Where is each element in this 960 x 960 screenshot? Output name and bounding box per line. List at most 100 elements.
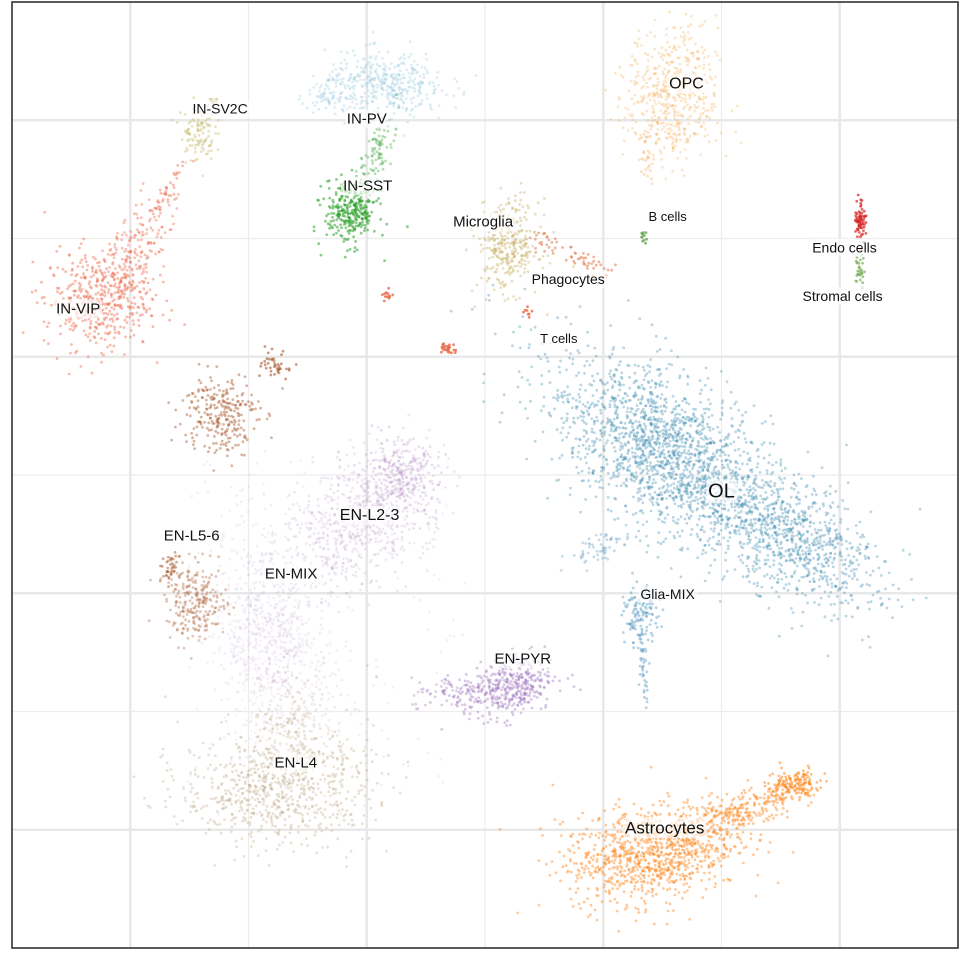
data-point [707, 849, 711, 852]
data-point [574, 891, 578, 894]
data-point [822, 564, 826, 568]
data-point [546, 254, 550, 257]
data-point [698, 433, 702, 436]
data-point [746, 542, 749, 545]
data-point [658, 384, 662, 388]
data-point [779, 796, 783, 799]
data-point [740, 519, 744, 523]
data-point [633, 451, 637, 455]
data-point [669, 567, 673, 570]
data-point [674, 465, 678, 469]
data-point [686, 484, 689, 487]
data-point [701, 469, 705, 472]
data-point [303, 508, 306, 511]
data-point [698, 422, 702, 426]
data-point [637, 420, 641, 424]
data-point [292, 656, 296, 660]
data-point [687, 805, 691, 808]
data-point [703, 859, 706, 862]
data-point [877, 566, 881, 570]
data-point [702, 67, 705, 71]
data-point [742, 542, 746, 546]
data-point [798, 538, 802, 542]
data-point [656, 503, 660, 506]
data-point [629, 64, 632, 67]
data-point [714, 509, 717, 512]
data-point [790, 607, 793, 610]
data-point [539, 409, 543, 413]
data-point [686, 438, 689, 442]
data-point [783, 516, 786, 520]
data-point [680, 480, 684, 483]
data-point [646, 481, 650, 484]
data-point [653, 468, 657, 471]
data-point [677, 487, 681, 491]
data-point [580, 479, 584, 483]
data-point [638, 861, 641, 865]
data-point [537, 355, 540, 358]
data-point [680, 441, 684, 444]
data-point [790, 527, 794, 530]
data-point [712, 823, 716, 826]
data-point [908, 553, 912, 556]
data-point [662, 432, 666, 436]
data-point [725, 830, 729, 834]
data-point [651, 848, 655, 852]
data-point [561, 438, 564, 442]
data-point [750, 527, 753, 530]
data-point [642, 880, 646, 884]
data-point [695, 430, 698, 433]
data-point [794, 484, 798, 487]
data-point [741, 830, 745, 834]
data-point [833, 529, 837, 533]
data-point [798, 798, 801, 802]
data-point [740, 505, 744, 509]
data-point [713, 558, 717, 562]
data-point [566, 385, 569, 389]
data-point [641, 450, 645, 453]
data-point [729, 471, 732, 475]
data-point [679, 515, 683, 519]
data-point [752, 481, 755, 485]
data-point [557, 478, 561, 482]
data-point [780, 508, 784, 512]
data-point [834, 489, 838, 493]
data-point [774, 461, 778, 464]
data-point [818, 555, 821, 559]
data-point [700, 796, 704, 800]
data-point [580, 866, 584, 870]
data-point [739, 558, 743, 562]
data-point [737, 795, 740, 799]
data-point [648, 404, 652, 408]
data-point [710, 808, 714, 812]
data-point [728, 835, 732, 839]
data-point [638, 137, 642, 140]
data-point [806, 530, 809, 534]
data-point [709, 521, 713, 525]
data-point [595, 388, 599, 392]
data-point [682, 800, 686, 804]
data-point [339, 812, 343, 816]
data-point [684, 466, 688, 469]
data-point [685, 468, 689, 472]
data-point [635, 444, 639, 448]
data-point [680, 498, 683, 502]
data-point [703, 543, 707, 547]
data-point [623, 843, 626, 846]
data-point [659, 803, 663, 807]
data-point [753, 802, 756, 806]
data-point [670, 136, 673, 139]
data-point [676, 522, 680, 525]
data-point [633, 413, 637, 417]
data-point [328, 630, 332, 634]
data-point [627, 441, 630, 445]
data-point [874, 544, 877, 548]
data-point [736, 428, 740, 432]
data-point [708, 476, 712, 480]
data-point [741, 561, 745, 565]
data-point [683, 851, 687, 855]
data-point [683, 448, 686, 452]
data-point [689, 533, 693, 536]
data-point [665, 401, 668, 404]
data-point [623, 457, 627, 461]
